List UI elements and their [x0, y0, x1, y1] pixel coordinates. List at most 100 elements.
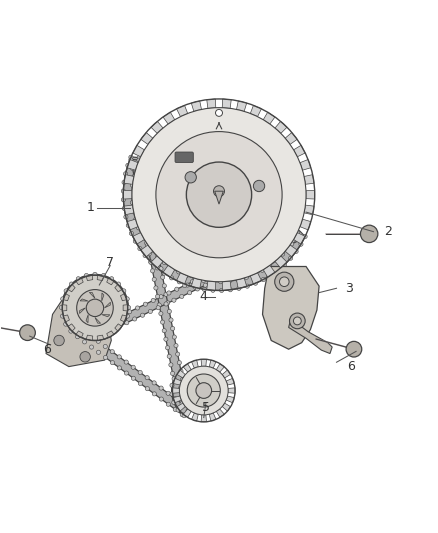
Polygon shape — [80, 308, 85, 313]
Circle shape — [237, 257, 242, 261]
Circle shape — [156, 132, 282, 258]
Circle shape — [132, 174, 136, 179]
Circle shape — [194, 286, 198, 289]
Polygon shape — [207, 281, 216, 290]
Polygon shape — [115, 285, 122, 292]
Polygon shape — [127, 219, 138, 230]
Text: 1: 1 — [86, 201, 94, 214]
Text: 6: 6 — [43, 343, 51, 356]
Circle shape — [177, 361, 181, 365]
Circle shape — [260, 268, 265, 272]
Circle shape — [64, 289, 68, 293]
Text: 2: 2 — [385, 225, 392, 238]
Polygon shape — [216, 364, 224, 372]
Circle shape — [206, 272, 210, 276]
Circle shape — [283, 262, 287, 266]
Circle shape — [183, 402, 187, 407]
Circle shape — [75, 335, 80, 339]
Polygon shape — [61, 157, 305, 416]
Circle shape — [166, 402, 170, 406]
Polygon shape — [215, 191, 223, 204]
Circle shape — [131, 166, 134, 171]
Circle shape — [137, 158, 141, 162]
Polygon shape — [76, 331, 83, 337]
Circle shape — [180, 413, 184, 417]
Circle shape — [145, 376, 149, 379]
Circle shape — [110, 277, 114, 281]
Circle shape — [124, 371, 128, 375]
Polygon shape — [124, 190, 132, 199]
Circle shape — [110, 361, 115, 365]
Circle shape — [170, 276, 174, 280]
Circle shape — [228, 288, 233, 292]
Circle shape — [132, 175, 136, 179]
Circle shape — [258, 257, 262, 261]
Circle shape — [290, 313, 305, 329]
Circle shape — [293, 317, 301, 325]
Circle shape — [159, 295, 163, 299]
Circle shape — [154, 286, 158, 290]
Circle shape — [60, 314, 65, 318]
Circle shape — [121, 189, 125, 193]
Circle shape — [151, 269, 155, 273]
Polygon shape — [86, 314, 88, 323]
Polygon shape — [207, 99, 216, 108]
Circle shape — [129, 155, 133, 159]
Circle shape — [134, 217, 138, 222]
Circle shape — [236, 278, 240, 282]
Polygon shape — [63, 305, 67, 311]
Polygon shape — [293, 146, 305, 157]
Polygon shape — [263, 112, 275, 124]
Circle shape — [282, 246, 286, 250]
Circle shape — [127, 305, 131, 310]
Circle shape — [148, 309, 152, 313]
Circle shape — [179, 395, 183, 399]
Polygon shape — [68, 324, 75, 331]
Polygon shape — [250, 273, 261, 284]
Circle shape — [86, 299, 104, 317]
Circle shape — [122, 206, 126, 211]
Polygon shape — [177, 106, 188, 117]
Polygon shape — [201, 359, 206, 366]
Circle shape — [281, 252, 285, 256]
Circle shape — [103, 283, 107, 287]
Polygon shape — [177, 273, 188, 284]
Circle shape — [141, 313, 145, 317]
Circle shape — [187, 407, 191, 411]
Circle shape — [155, 266, 159, 270]
Circle shape — [142, 226, 146, 230]
Polygon shape — [123, 305, 127, 311]
Circle shape — [71, 317, 75, 321]
Circle shape — [103, 344, 107, 349]
Polygon shape — [141, 133, 153, 144]
Circle shape — [159, 266, 163, 271]
Circle shape — [162, 271, 166, 276]
Polygon shape — [222, 403, 231, 411]
Polygon shape — [201, 415, 206, 422]
Circle shape — [161, 275, 165, 279]
Circle shape — [166, 301, 170, 305]
Circle shape — [110, 350, 114, 354]
Circle shape — [219, 276, 223, 280]
Circle shape — [254, 281, 258, 285]
Polygon shape — [107, 278, 114, 285]
Circle shape — [124, 215, 128, 219]
Circle shape — [141, 217, 145, 222]
Polygon shape — [163, 265, 175, 277]
Circle shape — [115, 295, 120, 299]
Circle shape — [294, 249, 298, 254]
Circle shape — [143, 254, 147, 257]
Polygon shape — [86, 335, 93, 341]
Polygon shape — [191, 101, 201, 111]
Polygon shape — [177, 370, 185, 378]
Circle shape — [139, 164, 143, 168]
Circle shape — [150, 248, 154, 252]
Polygon shape — [222, 370, 231, 378]
Circle shape — [117, 303, 122, 308]
Circle shape — [132, 108, 306, 282]
Polygon shape — [173, 388, 180, 393]
Polygon shape — [173, 396, 181, 403]
Circle shape — [95, 281, 99, 285]
Circle shape — [286, 245, 290, 249]
Circle shape — [137, 226, 141, 230]
